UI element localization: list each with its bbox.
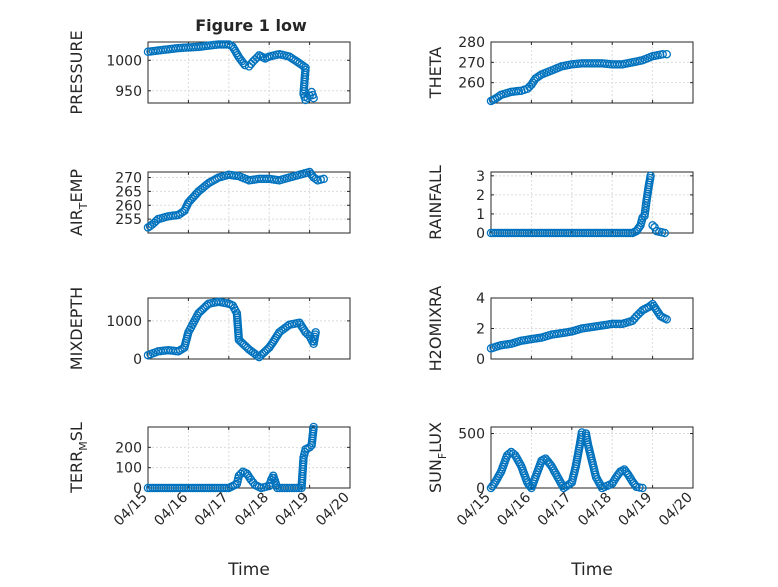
y-tick-label: 950 [115, 84, 142, 100]
y-tick-label: 265 [115, 184, 142, 200]
y-tick-label: 260 [458, 76, 485, 92]
axes-box [147, 171, 351, 234]
data-point [646, 301, 655, 310]
y-tick-label: 0 [476, 481, 485, 497]
data-point [240, 60, 250, 70]
y-tick-label: 0 [476, 352, 485, 368]
data-point [615, 319, 625, 329]
data-point [630, 480, 640, 490]
y-tick-label: 100 [115, 461, 142, 477]
data-point [660, 228, 669, 238]
subplot-5: 0 1000 MIXDEPTH [67, 287, 351, 370]
y-tick-label: 2 [476, 322, 485, 338]
data-point [638, 483, 647, 493]
axes-box [147, 426, 351, 489]
data-point [151, 216, 161, 226]
y-tick-label: 1000 [106, 314, 142, 330]
y-axis-label: MIXDEPTH [67, 287, 86, 370]
data-point [662, 315, 671, 324]
y-tick-label: 1000 [106, 53, 142, 69]
data-point [662, 49, 671, 59]
subplot-2: 260 270 280 THETA [426, 35, 694, 106]
x-tick-label: 04/17 [535, 490, 575, 530]
subplot-8: 0 500 04/15 04/16 04/17 04/18 04/19 04/20 Time SU… [426, 422, 696, 580]
data-point [309, 93, 318, 103]
data-point [311, 174, 320, 184]
x-tick-label: 04/18 [575, 490, 615, 530]
x-tick-label: 04/19 [273, 490, 313, 530]
figure-title: Figure 1 low [195, 16, 307, 35]
data-point [283, 321, 292, 331]
y-tick-label: 270 [115, 171, 142, 187]
data-point [246, 475, 256, 485]
axes-box [490, 41, 694, 104]
data-point [635, 483, 644, 492]
data-point [535, 71, 544, 81]
axes-box [147, 41, 351, 104]
y-axis-label: AIRTEMP [67, 169, 90, 236]
x-tick-label: 04/16 [494, 489, 534, 529]
x-tick-label: 04/18 [232, 490, 272, 530]
data-point [319, 174, 328, 184]
subplot-7: 0 100 200 04/15 04/16 04/17 04/18 04/19 04/20 Tim… [67, 422, 353, 580]
y-tick-label: 2 [476, 188, 485, 204]
data-point [236, 469, 246, 479]
y-tick-label: 0 [476, 226, 485, 242]
x-tick-label: 04/15 [111, 490, 151, 530]
axes-box [490, 426, 694, 489]
y-axis-label: SUNFLUX [426, 422, 449, 493]
y-tick-label: 200 [115, 440, 142, 456]
data-point [504, 449, 514, 458]
data-point [658, 49, 667, 59]
x-tick-label: 04/20 [313, 490, 353, 530]
x-axis-label: Time [570, 560, 613, 580]
data-point [311, 328, 320, 337]
subplot-6: 0 2 4 H2OMIXRA [426, 286, 694, 372]
data-point [252, 53, 262, 62]
data-point [634, 310, 643, 319]
y-tick-label: 0 [133, 481, 142, 497]
y-tick-label: 270 [458, 55, 485, 71]
y-tick-label: 260 [115, 198, 142, 214]
y-tick-label: 500 [458, 427, 485, 443]
x-tick-label: 04/16 [151, 489, 191, 529]
x-tick-label: 04/19 [616, 490, 656, 530]
data-point [309, 422, 318, 432]
y-tick-label: 280 [458, 35, 485, 51]
axes-box [490, 171, 694, 234]
data-point [294, 483, 304, 493]
y-tick-label: 255 [115, 212, 142, 228]
data-point [648, 221, 657, 230]
data-point [494, 91, 504, 101]
y-axis-label: H2OMIXRA [426, 286, 445, 372]
data-point [634, 223, 644, 232]
y-axis-label: THETA [426, 47, 445, 99]
x-tick-label: 04/17 [192, 490, 232, 530]
y-tick-label: 3 [476, 169, 485, 185]
data-point [632, 482, 641, 492]
subplot-1: 950 1000 PRESSURE [67, 30, 351, 115]
y-tick-label: 4 [476, 291, 485, 307]
data-point [252, 351, 262, 360]
y-axis-label: RAINFALL [426, 165, 445, 240]
data-point [646, 171, 655, 181]
data-point [638, 213, 647, 222]
y-tick-label: 0 [133, 352, 142, 368]
x-tick-label: 04/15 [454, 490, 494, 530]
data-point [292, 483, 301, 493]
x-axis-label: Time [227, 560, 270, 580]
x-tick-label: 04/20 [656, 490, 696, 530]
subplot-4: 0 1 2 3 RAINFALL [426, 165, 694, 242]
y-axis-label: PRESSURE [67, 30, 86, 114]
y-tick-label: 1 [476, 207, 485, 223]
y-axis-label: TERRMSL [67, 422, 90, 494]
axes-box [147, 297, 351, 360]
